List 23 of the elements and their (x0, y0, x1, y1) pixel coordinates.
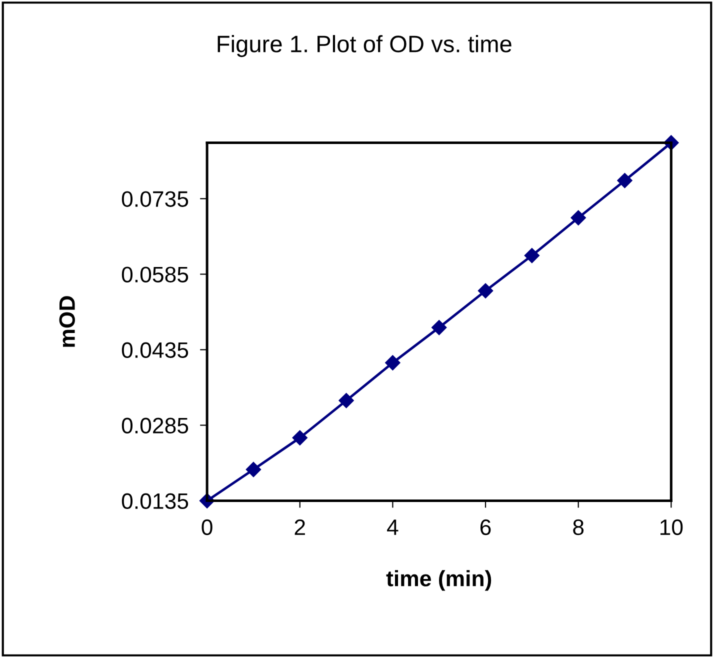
y-tick-label: 0.0735 (122, 191, 188, 207)
chart-title: Figure 1. Plot of OD vs. time (218, 35, 512, 58)
point (570, 210, 586, 226)
point (385, 355, 400, 370)
point (478, 283, 494, 298)
point (338, 392, 354, 408)
y-tick-label: 0.0135 (122, 493, 188, 510)
x-tick-label: 2 (294, 519, 305, 535)
point (617, 172, 632, 188)
x-tick-label: 10 (660, 519, 683, 536)
x-tick-label: 6 (480, 519, 491, 536)
y-tick-label: 0.0285 (122, 418, 188, 434)
x-tick-label: 8 (573, 519, 584, 536)
point (432, 320, 447, 336)
point (246, 462, 262, 478)
y-tick-label: 0.0585 (122, 266, 188, 282)
x-axis-title: time (min) (386, 570, 492, 591)
y-axis-title: mOD (59, 296, 75, 347)
x-tick-label: 0 (202, 519, 212, 536)
point (292, 430, 308, 446)
x-tick-label: 4 (387, 520, 398, 535)
y-tick-label: 0.0435 (122, 342, 188, 358)
point (524, 248, 540, 264)
